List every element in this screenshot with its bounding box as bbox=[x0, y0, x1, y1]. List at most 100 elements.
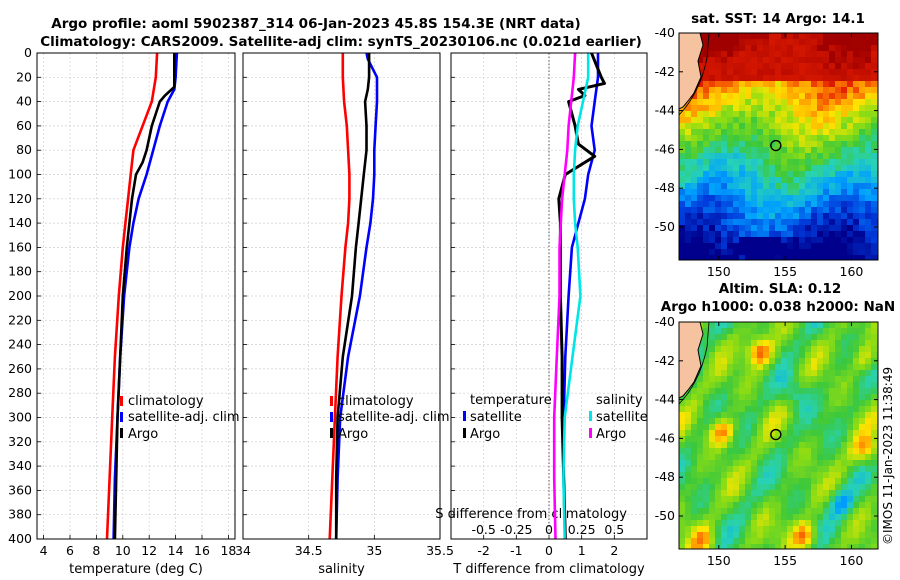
map-cell bbox=[685, 400, 692, 407]
map-cell bbox=[793, 87, 800, 94]
map-cell bbox=[679, 237, 686, 244]
map-cell bbox=[697, 538, 704, 545]
y-tick-label: 360 bbox=[8, 482, 32, 497]
map-cell bbox=[775, 237, 782, 244]
map-cell bbox=[859, 135, 866, 142]
map-cell bbox=[685, 129, 692, 136]
map-cell bbox=[781, 448, 788, 455]
map-cell bbox=[865, 370, 872, 377]
map-cell bbox=[757, 388, 764, 395]
map-cell bbox=[721, 358, 728, 365]
y-tick-label: 260 bbox=[8, 361, 32, 376]
map-cell bbox=[841, 39, 848, 46]
legend-swatch-t-argo bbox=[463, 428, 466, 438]
map-cell bbox=[787, 328, 794, 335]
map-cell bbox=[835, 195, 842, 202]
map-cell bbox=[823, 201, 830, 208]
map-cell bbox=[799, 484, 806, 491]
map-cell bbox=[709, 364, 716, 371]
map-cell bbox=[859, 45, 866, 52]
map-cell bbox=[781, 484, 788, 491]
map-cell bbox=[775, 129, 782, 136]
map-cell bbox=[757, 177, 764, 184]
map-cell bbox=[859, 430, 866, 437]
map-cell bbox=[709, 99, 716, 106]
map-cell bbox=[793, 63, 800, 70]
map-cell bbox=[751, 105, 758, 112]
map-cell bbox=[739, 340, 746, 347]
map-cell bbox=[793, 171, 800, 178]
map-cell bbox=[745, 93, 752, 100]
map-cell bbox=[751, 448, 758, 455]
map-cell bbox=[829, 328, 836, 335]
map-cell bbox=[733, 394, 740, 401]
map-cell bbox=[787, 93, 794, 100]
map-cell bbox=[685, 538, 692, 545]
map-cell bbox=[811, 99, 818, 106]
map-cell bbox=[691, 382, 698, 389]
map-cell bbox=[805, 63, 812, 70]
map-cell bbox=[697, 388, 704, 395]
map-cell bbox=[799, 436, 806, 443]
map-cell bbox=[703, 189, 710, 196]
map-cell bbox=[847, 225, 854, 232]
map-cell bbox=[787, 195, 794, 202]
map-cell bbox=[787, 508, 794, 515]
map-cell bbox=[829, 424, 836, 431]
legend-swatch-climatology bbox=[120, 396, 123, 406]
map-cell bbox=[763, 141, 770, 148]
map-cell bbox=[757, 225, 764, 232]
map-cell bbox=[679, 123, 686, 130]
map-cell bbox=[739, 322, 746, 329]
map-cell bbox=[715, 237, 722, 244]
map-cell bbox=[721, 57, 728, 64]
map-cell bbox=[775, 219, 782, 226]
map-cell bbox=[733, 508, 740, 515]
map-cell bbox=[691, 105, 698, 112]
map-cell bbox=[763, 334, 770, 341]
map-cell bbox=[751, 358, 758, 365]
map-cell bbox=[757, 183, 764, 190]
map-cell bbox=[763, 490, 770, 497]
map-cell bbox=[745, 147, 752, 154]
map-cell bbox=[841, 442, 848, 449]
map-cell bbox=[715, 520, 722, 527]
map-cell bbox=[781, 117, 788, 124]
map-cell bbox=[829, 418, 836, 425]
y-tick-label: 340 bbox=[8, 458, 32, 473]
map-cell bbox=[817, 508, 824, 515]
map-cell bbox=[853, 129, 860, 136]
map-cell bbox=[787, 370, 794, 377]
map-cell bbox=[685, 135, 692, 142]
map-cell bbox=[763, 496, 770, 503]
map-cell bbox=[775, 75, 782, 82]
plot-frame bbox=[450, 52, 648, 540]
map-cell bbox=[769, 75, 776, 82]
map-cell bbox=[829, 171, 836, 178]
map-cell bbox=[835, 346, 842, 353]
map-cell bbox=[865, 448, 872, 455]
map-cell bbox=[697, 478, 704, 485]
map-cell bbox=[823, 207, 830, 214]
series-line-t-satellite bbox=[562, 53, 600, 540]
map-cell bbox=[853, 111, 860, 118]
map-cell bbox=[739, 171, 746, 178]
map-cell bbox=[817, 237, 824, 244]
map-cell bbox=[697, 370, 704, 377]
series-line-satellite-adj-clim bbox=[334, 52, 379, 540]
map-cell bbox=[817, 436, 824, 443]
map-cell bbox=[757, 99, 764, 106]
map-cell bbox=[733, 334, 740, 341]
map-cell bbox=[775, 442, 782, 449]
map-cell bbox=[739, 219, 746, 226]
map-cell bbox=[871, 87, 878, 94]
map-cell bbox=[829, 219, 836, 226]
map-cell bbox=[823, 454, 830, 461]
map-cell bbox=[787, 376, 794, 383]
map-cell bbox=[733, 370, 740, 377]
map-cell bbox=[709, 219, 716, 226]
map-cell bbox=[841, 225, 848, 232]
map-cell bbox=[805, 340, 812, 347]
map-cell bbox=[703, 484, 710, 491]
map-cell bbox=[721, 141, 728, 148]
